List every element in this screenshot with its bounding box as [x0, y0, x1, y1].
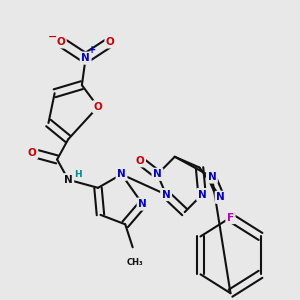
- Text: O: O: [56, 37, 65, 47]
- Text: O: O: [28, 148, 37, 158]
- Text: N: N: [208, 172, 216, 182]
- Text: N: N: [138, 199, 147, 209]
- Text: H: H: [74, 170, 82, 179]
- Text: N: N: [64, 175, 73, 185]
- Text: −: −: [47, 32, 57, 41]
- Text: O: O: [94, 102, 102, 112]
- Text: N: N: [153, 169, 162, 179]
- Text: CH₃: CH₃: [127, 258, 143, 267]
- Text: N: N: [198, 190, 206, 200]
- Text: N: N: [162, 190, 170, 200]
- Text: O: O: [136, 156, 145, 166]
- Text: F: F: [227, 213, 234, 223]
- Text: N: N: [117, 169, 126, 179]
- Text: N: N: [216, 192, 225, 202]
- Text: O: O: [106, 37, 115, 47]
- Text: +: +: [88, 45, 96, 55]
- Text: N: N: [81, 53, 90, 63]
